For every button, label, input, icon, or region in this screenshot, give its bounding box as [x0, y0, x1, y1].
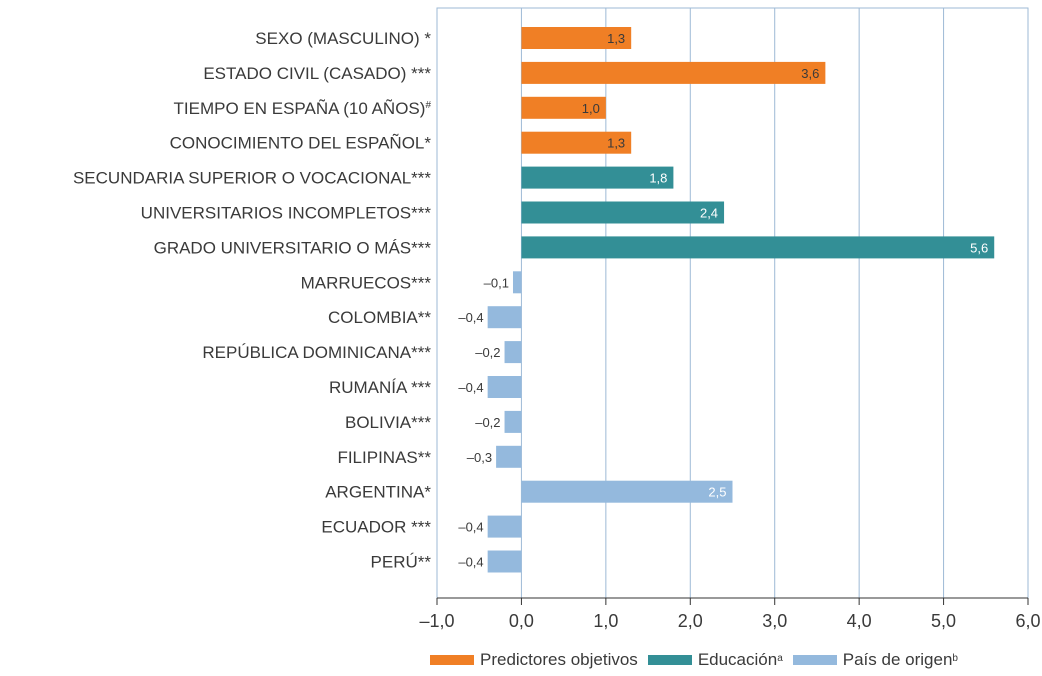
value-label: –0,4: [458, 380, 483, 395]
bar: [521, 62, 825, 84]
value-label: –0,2: [475, 415, 500, 430]
bar: [521, 236, 994, 258]
x-tick-label: 6,0: [1015, 611, 1040, 631]
bar: [488, 376, 522, 398]
bar: [488, 516, 522, 538]
legend-item-pais: País de origen b: [793, 650, 958, 670]
bars: [488, 27, 995, 573]
x-tick-label: 5,0: [931, 611, 956, 631]
category-label: COLOMBIA**: [328, 308, 431, 327]
bar: [488, 306, 522, 328]
legend-label: País de origen: [843, 650, 953, 670]
value-label: –0,4: [458, 520, 483, 535]
x-tick-label: –1,0: [419, 611, 454, 631]
bar: [505, 341, 522, 363]
category-label: GRADO UNIVERSITARIO O MÁS***: [154, 238, 432, 257]
legend-label: Predictores objetivos: [480, 650, 638, 670]
category-label: UNIVERSITARIOS INCOMPLETOS***: [141, 204, 432, 223]
legend-swatch: [793, 655, 837, 665]
value-label: –0,3: [467, 450, 492, 465]
category-label: FILIPINAS**: [337, 448, 431, 467]
category-label: SEXO (MASCULINO) *: [255, 29, 431, 48]
legend-label: Educación: [698, 650, 777, 670]
x-tick-label: 4,0: [847, 611, 872, 631]
legend-swatch: [430, 655, 474, 665]
category-label: ECUADOR ***: [321, 518, 431, 537]
gridlines: [437, 8, 1028, 598]
legend-item-predictores: Predictores objetivos: [430, 650, 638, 670]
legend-sup: b: [952, 653, 958, 664]
value-label: –0,4: [458, 310, 483, 325]
value-label: 1,3: [607, 136, 625, 151]
value-label: –0,4: [458, 555, 483, 570]
bar: [496, 446, 521, 468]
legend-swatch: [648, 655, 692, 665]
value-label: –0,2: [475, 345, 500, 360]
bar: [488, 551, 522, 573]
category-label: TIEMPO EN ESPAÑA (10 AÑOS)#: [174, 99, 432, 118]
value-label: 2,5: [708, 485, 726, 500]
bar: [521, 202, 724, 224]
x-tick-label: 3,0: [762, 611, 787, 631]
x-tick-label: 0,0: [509, 611, 534, 631]
category-label: PERÚ**: [371, 553, 432, 572]
legend-item-educacion: Educación a: [648, 650, 783, 670]
category-labels: SEXO (MASCULINO) * ESTADO CIVIL (CASADO) …: [73, 29, 431, 572]
value-label: 2,4: [700, 206, 718, 221]
x-tick-label: 2,0: [678, 611, 703, 631]
bar: [505, 411, 522, 433]
legend-sup: a: [777, 653, 783, 664]
category-label: ARGENTINA*: [325, 483, 431, 502]
legend: Predictores objetivos Educación a País de…: [430, 650, 968, 670]
value-label: 3,6: [801, 66, 819, 81]
category-label: ESTADO CIVIL (CASADO) ***: [203, 64, 431, 83]
value-label: 5,6: [970, 240, 988, 255]
value-label: –0,1: [484, 275, 509, 290]
x-tick-label: 1,0: [593, 611, 618, 631]
value-label: 1,0: [582, 101, 600, 116]
category-label: SECUNDARIA SUPERIOR O VOCACIONAL***: [73, 169, 431, 188]
category-label: REPÚBLICA DOMINICANA***: [202, 343, 431, 362]
plot-frame: [437, 8, 1028, 598]
bar: [521, 481, 732, 503]
category-label: RUMANÍA ***: [329, 378, 431, 397]
category-label: BOLIVIA***: [345, 413, 431, 432]
x-axis: –1,0 0,0 1,0 2,0 3,0 4,0 5,0 6,0: [419, 598, 1040, 631]
bar: [513, 271, 521, 293]
value-label: 1,8: [649, 171, 667, 186]
category-label-sup: #: [425, 100, 431, 111]
category-label: MARRUECOS***: [301, 273, 432, 292]
value-label: 1,3: [607, 31, 625, 46]
category-label: CONOCIMIENTO DEL ESPAÑOL*: [170, 134, 432, 153]
